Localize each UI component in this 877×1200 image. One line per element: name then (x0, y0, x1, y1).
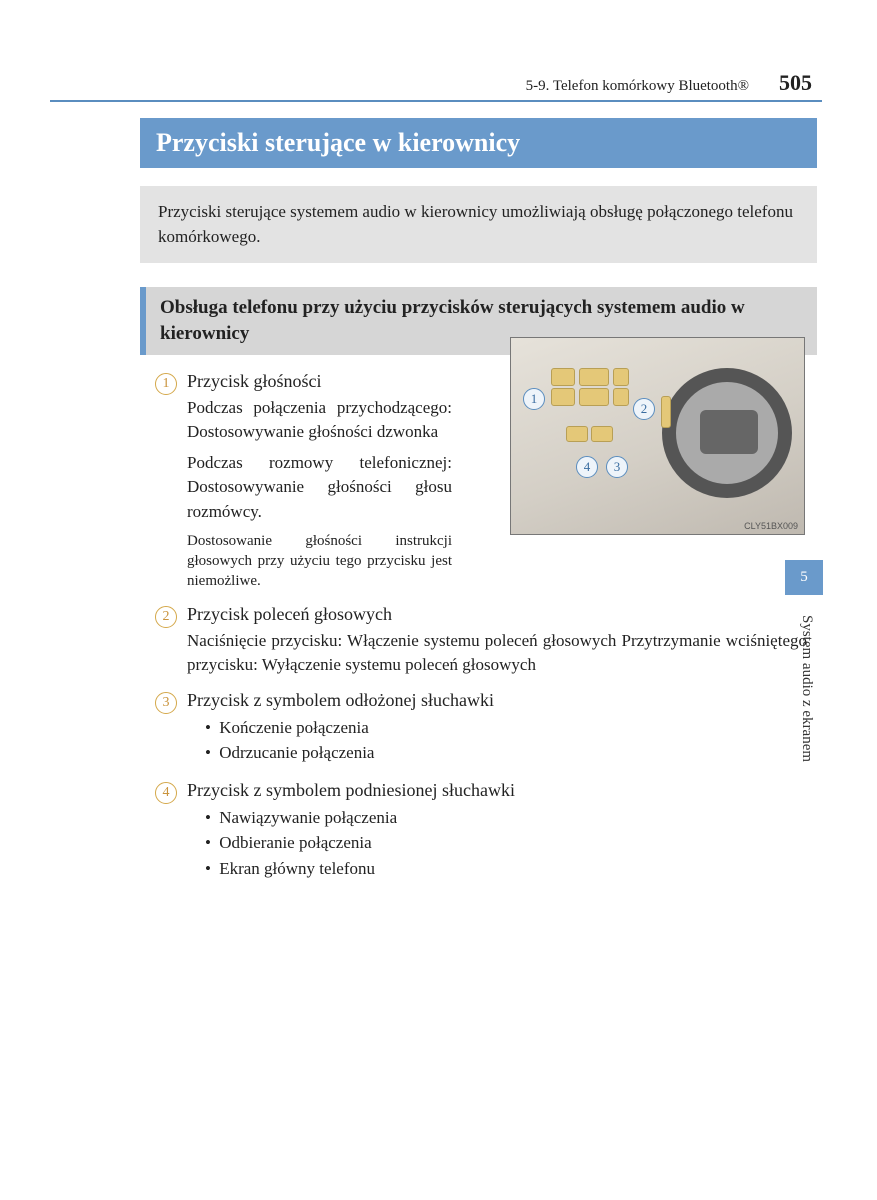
chapter-label: System audio z ekranem (798, 615, 815, 762)
item-title: Przycisk poleceń głosowych (187, 604, 807, 625)
item-number-circle: 1 (155, 373, 177, 395)
item-body: Przycisk poleceń głosowych Naciśnięcie pr… (187, 604, 807, 684)
callout-circle: 2 (633, 398, 655, 420)
bullet-item: Kończenie połączenia (205, 715, 807, 741)
steering-wheel-image: CLY51BX009 1 2 34 (510, 337, 805, 535)
steering-button-icon (661, 396, 671, 428)
breadcrumb: 5-9. Telefon komórkowy Bluetooth® (526, 78, 749, 95)
item-body: Przycisk z symbolem podniesionej słuchaw… (187, 780, 807, 890)
list-item: 4 Przycisk z symbolem podniesionej słucha… (155, 780, 807, 890)
bullet-item: Ekran główny telefonu (205, 856, 807, 882)
steering-button-icon (579, 368, 609, 386)
item-note: Dostosowanie głośności instrukcji głosow… (187, 531, 452, 592)
steering-button-icon (591, 426, 613, 442)
item-number-circle: 2 (155, 606, 177, 628)
list-item: 3 Przycisk z symbolem odłożonej słuchawki… (155, 690, 807, 774)
list-item: 2 Przycisk poleceń głosowych Naciśnięcie p… (155, 604, 807, 684)
steering-button-icon (551, 368, 575, 386)
bullet-list: Kończenie połączeniaOdrzucanie połączeni… (187, 715, 807, 766)
steering-button-icon (566, 426, 588, 442)
item-title: Przycisk z symbolem podniesionej słuchaw… (187, 780, 807, 801)
item-description: Naciśnięcie przycisku: Włączenie systemu… (187, 629, 807, 678)
header-divider (50, 100, 822, 102)
item-description: Podczas rozmowy telefonicznej: Dostosowy… (187, 451, 452, 525)
steering-button-icon (613, 368, 629, 386)
steering-button-icon (551, 388, 575, 406)
image-caption: CLY51BX009 (744, 521, 798, 531)
callout-circle: 4 (576, 456, 598, 478)
steering-button-icon (613, 388, 629, 406)
bullet-item: Nawiązywanie połączenia (205, 805, 807, 831)
steering-button-icon (579, 388, 609, 406)
callout-circle: 1 (523, 388, 545, 410)
callout-circle: 3 (606, 456, 628, 478)
bullet-item: Odbieranie połączenia (205, 830, 807, 856)
page-number: 505 (779, 70, 812, 96)
item-body: Przycisk z symbolem odłożonej słuchawki K… (187, 690, 807, 774)
bullet-list: Nawiązywanie połączeniaOdbieranie połącz… (187, 805, 807, 882)
chapter-tab: 5 (785, 560, 823, 595)
item-number-circle: 4 (155, 782, 177, 804)
main-title: Przyciski sterujące w kierownicy (140, 118, 817, 168)
wheel-hub-icon (700, 410, 758, 454)
item-number-circle: 3 (155, 692, 177, 714)
bullet-item: Odrzucanie połączenia (205, 740, 807, 766)
item-title: Przycisk z symbolem odłożonej słuchawki (187, 690, 807, 711)
intro-box: Przyciski sterujące systemem audio w kie… (140, 186, 817, 263)
item-description: Podczas połączenia przychodzącego: Dosto… (187, 396, 452, 445)
